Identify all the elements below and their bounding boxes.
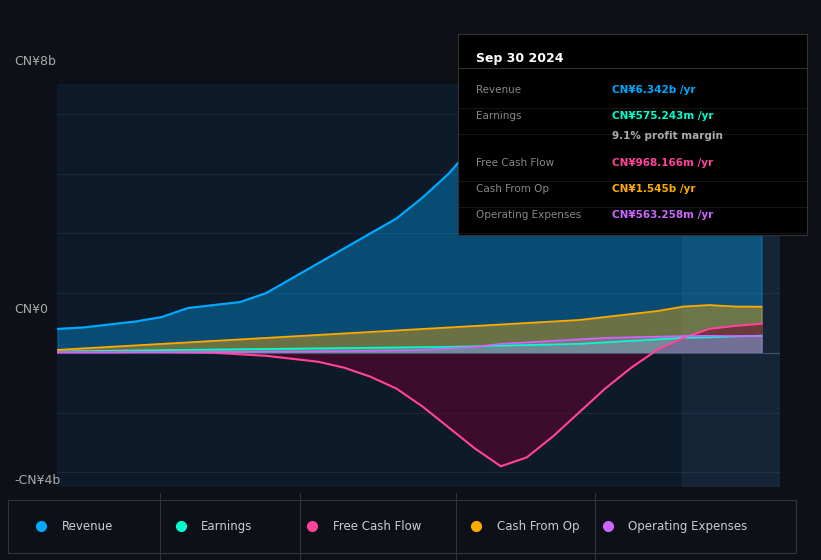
Text: 9.1% profit margin: 9.1% profit margin [612, 132, 722, 142]
Text: -CN¥4b: -CN¥4b [14, 474, 61, 487]
Text: CN¥563.258m /yr: CN¥563.258m /yr [612, 210, 713, 220]
Text: Operating Expenses: Operating Expenses [475, 210, 580, 220]
Text: Sep 30 2024: Sep 30 2024 [475, 52, 563, 65]
Text: Earnings: Earnings [201, 520, 253, 533]
Text: CN¥6.342b /yr: CN¥6.342b /yr [612, 85, 695, 95]
Text: CN¥968.166m /yr: CN¥968.166m /yr [612, 157, 713, 167]
Text: CN¥0: CN¥0 [14, 304, 48, 316]
Bar [682, 84, 780, 487]
Text: Free Cash Flow: Free Cash Flow [475, 157, 553, 167]
Text: Operating Expenses: Operating Expenses [628, 520, 747, 533]
Text: CN¥1.545b /yr: CN¥1.545b /yr [612, 184, 695, 194]
Text: Cash From Op: Cash From Op [497, 520, 579, 533]
Text: Free Cash Flow: Free Cash Flow [333, 520, 421, 533]
Text: Earnings: Earnings [475, 111, 521, 122]
Text: CN¥8b: CN¥8b [14, 55, 56, 68]
Text: Revenue: Revenue [475, 85, 521, 95]
Text: Cash From Op: Cash From Op [475, 184, 548, 194]
Text: CN¥575.243m /yr: CN¥575.243m /yr [612, 111, 713, 122]
Text: Revenue: Revenue [62, 520, 113, 533]
